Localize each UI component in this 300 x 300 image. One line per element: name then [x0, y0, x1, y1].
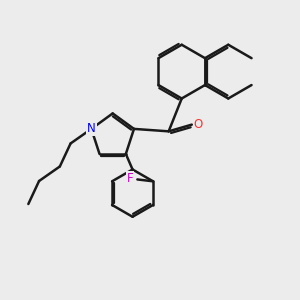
Text: F: F: [127, 172, 133, 185]
Text: O: O: [194, 118, 203, 131]
Text: N: N: [87, 122, 96, 135]
